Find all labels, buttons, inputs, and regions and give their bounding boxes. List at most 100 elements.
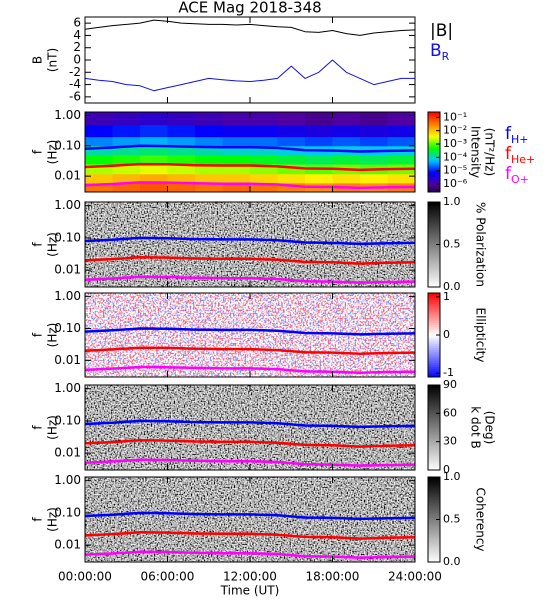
spectrogram-cell — [360, 124, 388, 138]
colorbar-tick-label: 0 — [443, 328, 450, 341]
y-tick-label: 0.10 — [54, 413, 81, 427]
colorbar-swatch — [428, 519, 440, 523]
data-line — [84, 531, 416, 540]
colorbar-swatch — [428, 280, 440, 284]
legend-entry: |B| — [430, 21, 453, 41]
spectrogram-cell — [332, 112, 361, 126]
y-tick-label: 1.00 — [54, 198, 81, 212]
colorbar-swatch — [428, 506, 440, 510]
spectrogram-cell — [140, 154, 168, 165]
colorbar-swatch — [428, 236, 440, 239]
colorbar-swatch — [428, 534, 440, 537]
colorbar-swatch — [428, 387, 440, 390]
colorbar-tick-label: 10⁻⁵ — [443, 164, 467, 177]
colorbar-swatch — [428, 250, 440, 254]
colorbar-swatch — [428, 453, 440, 456]
colorbar-swatch — [428, 500, 440, 503]
panel — [84, 293, 416, 377]
colorbar-tick-label: 10⁻³ — [443, 137, 467, 150]
y-tick-label: 0.10 — [54, 230, 81, 244]
colorbar-tick-label: 1.0 — [443, 195, 461, 208]
spectrogram-cell — [277, 182, 306, 193]
colorbar-swatch — [428, 408, 440, 411]
legend-subscript: R — [442, 50, 450, 63]
colorbar-swatch — [428, 303, 440, 307]
spectrogram-cell — [277, 112, 306, 126]
y-tick-label: -4 — [69, 77, 81, 91]
data-line — [84, 458, 416, 467]
colorbar-swatch — [428, 314, 440, 317]
data-line — [84, 511, 416, 521]
spectrogram-cell — [360, 154, 388, 165]
colorbar-swatch — [428, 259, 440, 262]
spectrogram-cell — [305, 136, 333, 147]
colorbar-swatch — [428, 136, 440, 139]
y-tick-label: -6 — [69, 89, 81, 103]
colorbar-swatch — [428, 144, 440, 147]
colorbar-swatch — [428, 152, 440, 155]
y-axis-unit: (Hz) — [46, 323, 60, 348]
colorbar-swatch — [428, 174, 440, 177]
colorbar-swatch — [428, 202, 440, 205]
colorbar-swatch — [428, 485, 440, 489]
colorbar-swatch — [428, 272, 440, 275]
spectrogram-cell — [360, 112, 388, 126]
colorbar-swatch — [428, 130, 440, 133]
spectrogram-cell — [360, 136, 388, 147]
spectrogram-cell — [250, 182, 278, 193]
colorbar-swatch — [428, 122, 440, 125]
colorbar-swatch — [428, 481, 440, 484]
spectrogram-cell — [250, 112, 278, 126]
colorbar-swatch — [428, 410, 440, 414]
colorbar-swatch — [428, 225, 440, 228]
spectrogram-cell — [112, 173, 141, 184]
colorbar-swatch — [428, 124, 440, 127]
y-axis-label: B — [31, 56, 45, 64]
colorbar-swatch — [428, 540, 440, 544]
spectrogram-cell — [222, 182, 251, 193]
spectrogram-cell — [85, 164, 113, 175]
colorbar-swatch — [428, 555, 440, 559]
spectrogram-cell — [250, 124, 278, 138]
colorbar-swatch — [428, 370, 440, 374]
legend-name: |B| — [430, 21, 453, 41]
colorbar-swatch — [428, 178, 440, 181]
colorbar-swatch — [428, 156, 440, 159]
colorbar-swatch — [428, 374, 440, 378]
colorbar-swatch — [428, 465, 440, 469]
colorbar-unit: (Deg) — [483, 411, 497, 445]
colorbar-swatch — [428, 557, 440, 561]
spectrogram-cell — [250, 173, 278, 184]
spectrogram-cell — [112, 145, 141, 156]
colorbar-swatch — [428, 397, 440, 401]
y-tick-label: 4 — [73, 28, 81, 42]
colorbar-swatch — [428, 293, 440, 296]
legend-subscript: H+ — [511, 133, 529, 146]
x-tick-label: 18:00:00 — [306, 570, 360, 584]
data-line — [84, 365, 416, 374]
colorbar-tick-label: 1 — [443, 290, 450, 303]
spectrogram-cell — [167, 124, 196, 138]
colorbar-swatch — [428, 214, 440, 218]
colorbar-swatch — [428, 525, 440, 529]
spectrogram-cell — [332, 136, 361, 147]
colorbar-swatch — [428, 341, 440, 344]
colorbar-swatch — [428, 244, 440, 248]
spectrogram-cell — [112, 136, 141, 147]
spectrogram-cell — [140, 164, 168, 175]
colorbar-swatch — [428, 221, 440, 224]
colorbar-swatch — [428, 320, 440, 323]
panel — [84, 112, 416, 193]
spectrogram-cell — [387, 136, 416, 147]
colorbar-swatch — [428, 227, 440, 231]
colorbar-swatch — [428, 508, 440, 512]
y-axis-unit: (Hz) — [46, 507, 60, 532]
colorbar-swatch — [428, 349, 440, 353]
spectrogram-cell — [167, 182, 196, 193]
colorbar-swatch — [428, 372, 440, 376]
colorbar-swatch — [428, 295, 440, 298]
data-line — [84, 419, 416, 429]
spectrogram-cell — [277, 124, 306, 138]
spectrogram-cell — [85, 182, 113, 193]
y-axis-unit: (Hz) — [46, 415, 60, 440]
